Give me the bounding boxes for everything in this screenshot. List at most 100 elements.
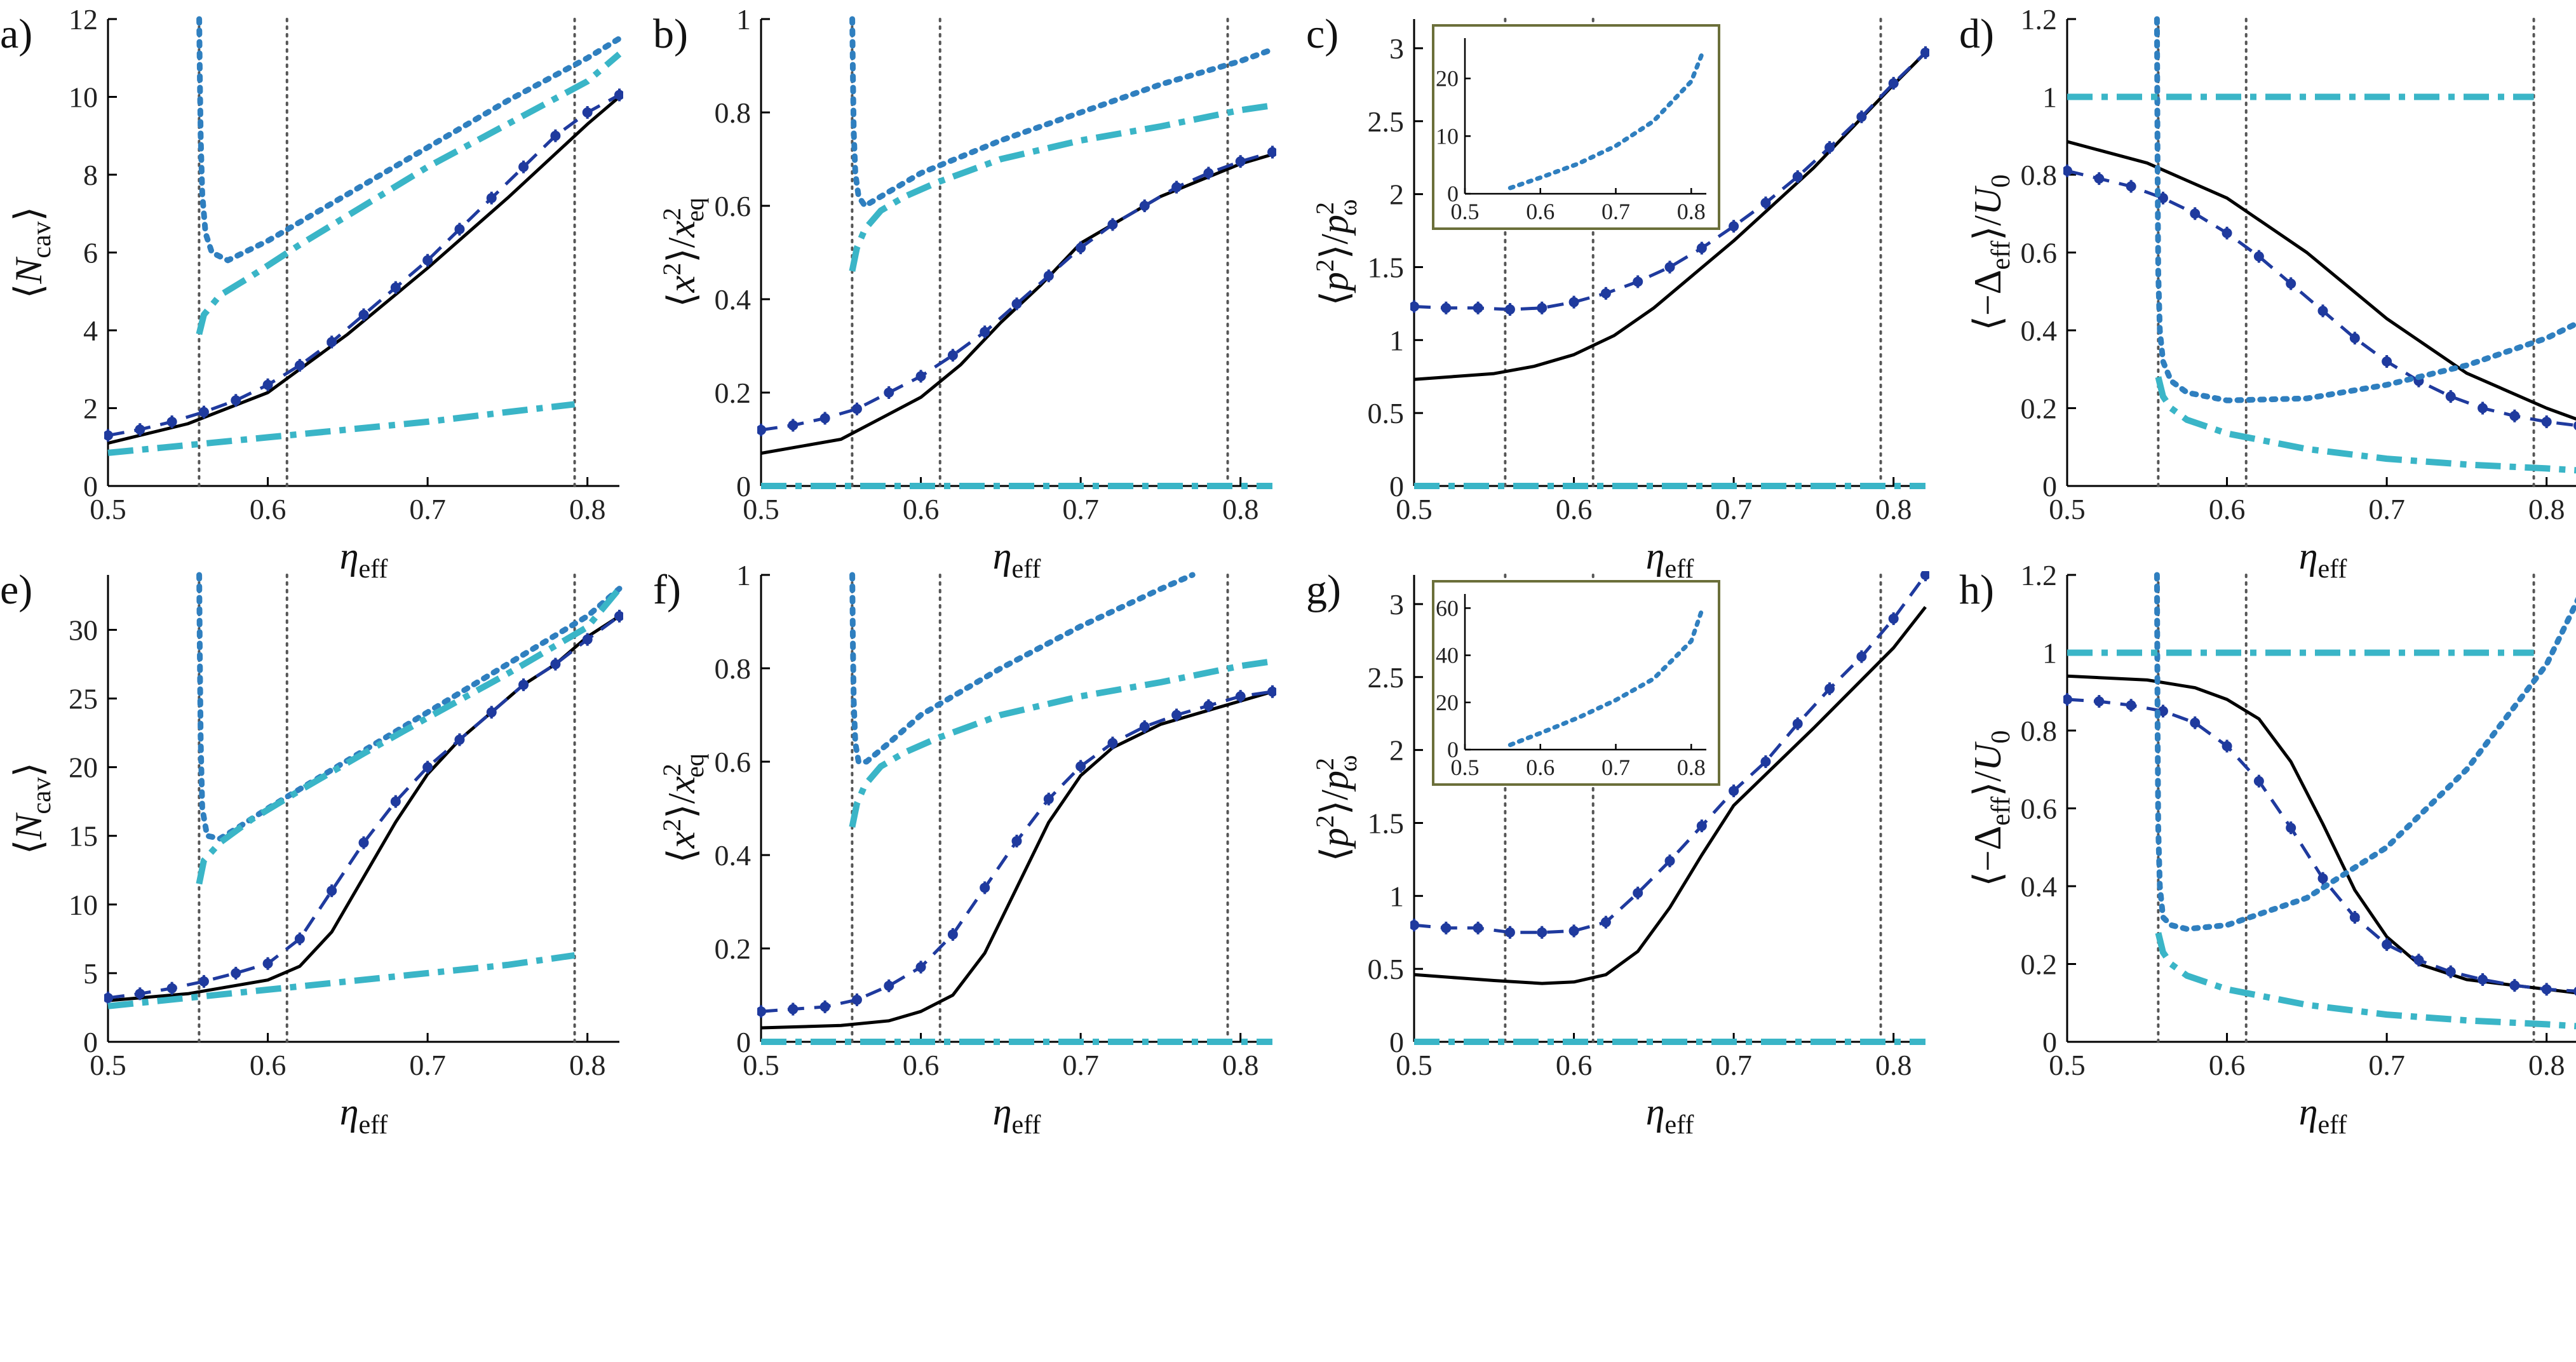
y-tick-label: 1 <box>1389 880 1404 912</box>
x-axis-label: ηeff <box>340 535 388 584</box>
y-tick-label: 10 <box>69 81 98 114</box>
data-point <box>2573 421 2576 430</box>
y-tick-label: 0.6 <box>2021 237 2058 269</box>
y-axis-label: ⟨x2⟩/x2eq <box>657 198 709 307</box>
series-dotted <box>2154 572 2576 932</box>
x-tick-label: 0.7 <box>2368 1049 2405 1081</box>
y-axis-label: ⟨x2⟩/x2eq <box>657 753 709 863</box>
series-group <box>2063 572 2576 1030</box>
y-tick-label: 1.2 <box>2021 559 2058 591</box>
x-tick-label: 0.7 <box>1062 1049 1099 1081</box>
series-group <box>2063 16 2576 474</box>
x-tick-label: 0.5 <box>743 493 779 525</box>
panel-label: f) <box>653 567 681 613</box>
y-tick-label: 8 <box>83 159 98 191</box>
series-solid <box>2067 140 2576 421</box>
y-tick-label: 2.5 <box>1368 105 1405 138</box>
y-tick-label: 0.6 <box>2021 793 2058 825</box>
x-tick-label: 0.7 <box>409 493 446 525</box>
series-dashdot-lower <box>107 952 576 1009</box>
y-tick-label: 3 <box>1389 588 1404 621</box>
series-dashed-markers <box>760 690 1273 1013</box>
x-tick-label: 0.5 <box>1396 1049 1433 1081</box>
inset-y-tick-label: 20 <box>1436 66 1459 91</box>
series-dotted <box>196 572 623 842</box>
series-dashdot-lower <box>2155 932 2576 1030</box>
y-axis-label: ⟨Ncav⟩ <box>8 762 57 854</box>
series-dotted <box>196 16 623 264</box>
y-tick-label: 10 <box>69 889 98 921</box>
x-tick-label: 0.5 <box>90 493 126 525</box>
y-tick-label: 5 <box>83 957 98 990</box>
panel-e: 0.5 0.6 0.7 0.8 0 5 10 15 20 25 30 e) ηeff ⟨Ncav⟩ <box>0 567 623 1140</box>
y-tick-label: 0.8 <box>715 652 752 685</box>
series-dashed-markers <box>760 151 1273 432</box>
inset-x-tick-label: 0.8 <box>1677 199 1706 224</box>
x-tick-label: 0.8 <box>569 493 606 525</box>
panel-label: b) <box>653 11 688 57</box>
inset-x-tick-label: 0.5 <box>1451 199 1480 224</box>
x-axis-label: ηeff <box>340 1091 388 1140</box>
series-dotted <box>849 16 1276 209</box>
y-tick-label: 0.5 <box>1368 953 1405 985</box>
x-tick-label: 0.8 <box>1875 493 1912 525</box>
x-axis-label: ηeff <box>993 1091 1041 1140</box>
series-dashed-markers <box>1413 51 1927 311</box>
inset-x-tick-label: 0.5 <box>1451 755 1480 780</box>
x-tick-label: 0.5 <box>743 1049 779 1081</box>
x-tick-label: 0.5 <box>2049 1049 2086 1081</box>
y-tick-label: 25 <box>69 683 98 715</box>
x-tick-label: 0.7 <box>1062 493 1099 525</box>
series-group <box>757 572 1276 1045</box>
series-solid <box>2067 674 2576 995</box>
y-tick-label: 1.5 <box>1368 807 1405 839</box>
x-axis-label: ηeff <box>993 535 1041 584</box>
x-tick-label: 0.5 <box>1396 493 1433 525</box>
panel-label: g) <box>1306 567 1341 613</box>
series-group <box>1410 46 1929 489</box>
panel-b: 0.5 0.6 0.7 0.8 0 0.2 0.4 0.6 0.8 1 b) ηeff ⟨x2⟩/x2e… <box>653 3 1276 584</box>
y-tick-label: 2 <box>1389 179 1404 211</box>
y-tick-label: 0.2 <box>715 377 752 409</box>
y-axis-label: ⟨Ncav⟩ <box>8 206 57 299</box>
series-dashed-markers <box>107 614 621 1000</box>
series-dashdot-upper <box>196 51 622 335</box>
y-tick-label: 1 <box>1389 324 1404 356</box>
x-tick-label: 0.5 <box>2049 493 2086 525</box>
y-tick-label: 0 <box>736 1026 751 1058</box>
y-tick-label: 1 <box>736 559 751 591</box>
x-axis-label: ηeff <box>2299 535 2347 584</box>
series-group <box>104 572 623 1009</box>
y-tick-label: 0.6 <box>715 746 752 778</box>
data-point <box>2573 987 2576 996</box>
x-tick-label: 0.7 <box>1715 493 1752 525</box>
x-tick-label: 0.7 <box>2368 493 2405 525</box>
series-dashdot-lower <box>2155 376 2576 474</box>
series-dotted <box>849 572 1196 765</box>
y-tick-label: 12 <box>69 3 98 36</box>
x-tick-label: 0.7 <box>1715 1049 1752 1081</box>
x-tick-label: 0.6 <box>903 493 940 525</box>
inset-series-dotted <box>1507 50 1705 191</box>
x-tick-label: 0.8 <box>2528 493 2565 525</box>
y-axis-label: ⟨−Δeff⟩/U0 <box>1967 730 2016 886</box>
series-dotted <box>2154 16 2576 403</box>
inset-y-tick-label: 40 <box>1436 643 1459 668</box>
panel-g: 0.5 0.6 0.7 0.800.511.522.530.5 0.6 0.7 0.8020… <box>1306 567 1929 1140</box>
x-tick-label: 0.6 <box>1556 493 1593 525</box>
x-tick-label: 0.6 <box>1556 1049 1593 1081</box>
panel-h: 0.5 0.6 0.7 0.8 0 0.2 0.4 0.6 0.8 1 1.2 h) ηeff ⟨−Δef… <box>1959 559 2576 1140</box>
y-tick-label: 1 <box>736 3 751 36</box>
series-dashdot-upper <box>849 102 1273 272</box>
y-tick-label: 1.5 <box>1368 251 1405 283</box>
y-tick-label: 0 <box>1389 1026 1404 1058</box>
inset-g: 0.5 0.6 0.7 0.8 0 20 40 60 <box>1432 580 1720 786</box>
y-tick-label: 0.2 <box>715 933 752 965</box>
x-axis-label: ηeff <box>2299 1091 2347 1140</box>
inset-x-tick-label: 0.6 <box>1526 755 1554 780</box>
x-tick-label: 0.8 <box>569 1049 606 1081</box>
series-solid <box>107 95 621 445</box>
x-tick-label: 0.8 <box>1875 1049 1912 1081</box>
y-tick-label: 0.2 <box>2021 393 2058 425</box>
y-tick-label: 4 <box>83 314 98 347</box>
